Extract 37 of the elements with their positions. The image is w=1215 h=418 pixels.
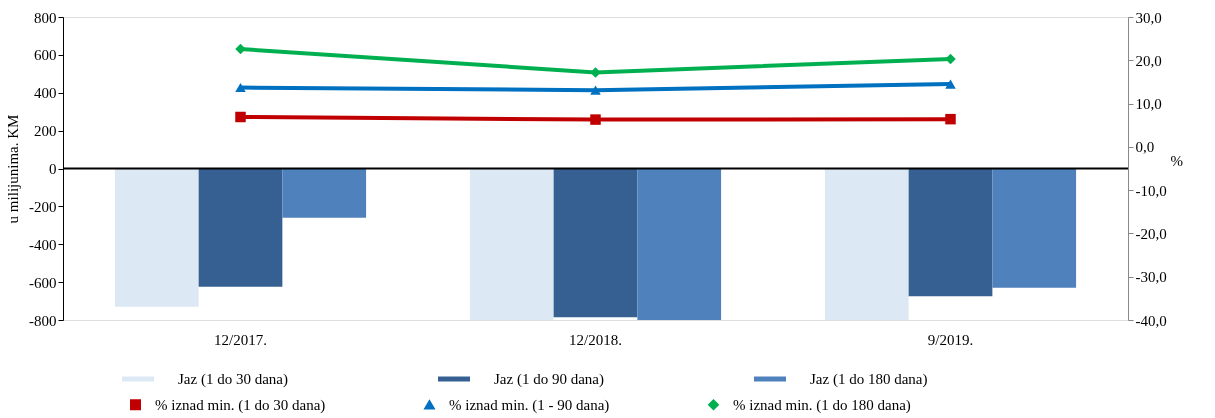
legend-label: % iznad min. (1 do 180 dana) <box>733 396 911 414</box>
point <box>590 85 601 95</box>
y-tick-label: -800 <box>29 312 57 329</box>
legend-label: % iznad min. (1 do 30 dana) <box>155 396 326 414</box>
point <box>945 53 956 65</box>
x-tick-label: 12/2018. <box>569 331 622 348</box>
point <box>235 43 246 55</box>
y2-tick-label: -30,0 <box>1135 269 1167 286</box>
y2-tick-label: 30,0 <box>1135 9 1162 26</box>
point <box>235 83 246 93</box>
legend-label: Jaz (1 do 180 dana) <box>810 371 928 388</box>
legend-label: % iznad min. (1 - 90 dana) <box>449 396 610 414</box>
legend-label: Jaz (1 do 30 dana) <box>178 371 288 388</box>
y-tick-label: -200 <box>29 198 57 215</box>
point <box>590 114 601 125</box>
y-tick-label: -600 <box>29 274 57 291</box>
point <box>235 111 246 123</box>
x-tick-label: 12/2017. <box>214 331 267 348</box>
y-tick-label: 200 <box>34 123 57 140</box>
legend-label: Jaz (1 do 90 dana) <box>494 371 604 388</box>
x-tick-label: 9/2019. <box>927 331 974 348</box>
y-tick-label: 600 <box>34 47 57 64</box>
y2-tick-label: -20,0 <box>1135 225 1167 242</box>
y-tick-label: 400 <box>34 85 57 102</box>
y2-tick-label: -10,0 <box>1135 182 1167 199</box>
point <box>945 113 956 125</box>
y2-tick-label: 20,0 <box>1135 52 1162 69</box>
y2-tick-label: 10,0 <box>1135 96 1162 113</box>
y2-tick-label: -40,0 <box>1135 312 1167 329</box>
y-axis-title: u milijunima. KM <box>5 114 21 224</box>
point <box>945 79 956 89</box>
point <box>590 67 601 78</box>
y-tick-label: 800 <box>34 9 57 26</box>
y-tick-label: 0 <box>49 161 57 177</box>
y2-tick-label: 0,0 <box>1135 139 1155 156</box>
y2-axis-title: % <box>1170 153 1183 169</box>
y-tick-label: -400 <box>29 236 57 253</box>
